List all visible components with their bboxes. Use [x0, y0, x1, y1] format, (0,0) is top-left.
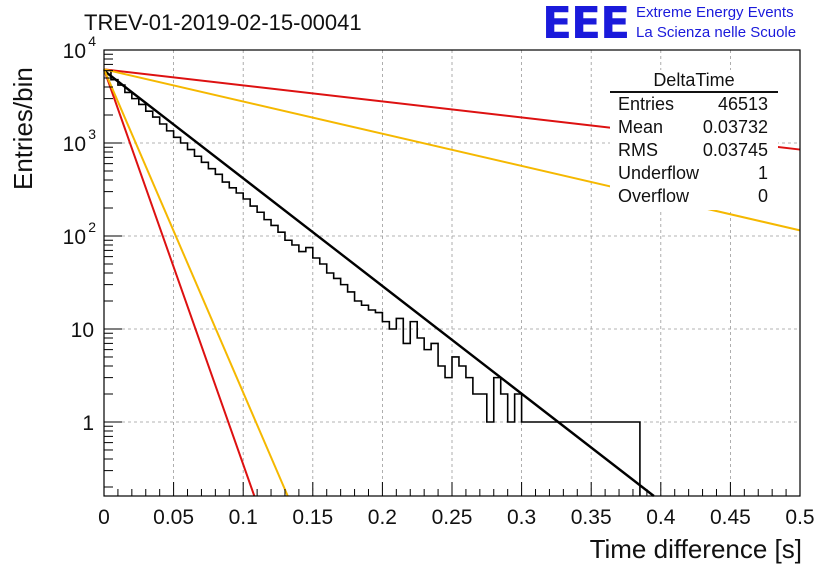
- eee-logo: EEE: [542, 0, 630, 49]
- x-tick-label: 0.35: [571, 506, 612, 529]
- logo-line-1: Extreme Energy Events: [636, 4, 794, 21]
- y-axis-label: Entries/bin: [8, 67, 38, 190]
- stats-row: Mean 0.03732: [610, 116, 778, 139]
- y-tick-label: 10: [63, 40, 86, 63]
- x-axis-label: Time difference [s]: [589, 534, 802, 564]
- histogram-layer: [103, 69, 641, 496]
- stats-value: 46513: [717, 94, 768, 114]
- axis-ticks: [103, 49, 801, 496]
- x-tick-labels: 0 0.05 0.1 0.15 0.2 0.25 0.3 0.35 0.4 0.45 0.5: [98, 506, 814, 529]
- stats-label: Entries: [618, 94, 675, 114]
- x-tick-label: 0.45: [710, 506, 751, 529]
- y-tick-label: 10: [63, 133, 86, 156]
- x-tick-label: 0.5: [785, 506, 814, 529]
- plot-title: TREV-01-2019-02-15-00041: [84, 10, 362, 35]
- x-tick-label: 0.3: [507, 506, 536, 529]
- x-tick-label: 0.1: [229, 506, 258, 529]
- x-tick-label: 0: [98, 506, 110, 529]
- y-tick-exponent: 4: [88, 33, 96, 49]
- x-tick-label: 0.15: [292, 506, 333, 529]
- fit-line: [103, 68, 289, 497]
- y-tick-label: 10: [63, 226, 86, 249]
- stats-row: Underflow 1: [610, 162, 778, 185]
- stats-value: 0: [757, 186, 768, 206]
- x-tick-label: 0.05: [153, 506, 194, 529]
- stats-row: RMS 0.03745: [610, 139, 778, 162]
- fit-line: [103, 69, 655, 497]
- fit-line: [103, 68, 256, 497]
- stats-label: Overflow: [618, 186, 690, 206]
- stats-row: Overflow 0: [610, 185, 778, 208]
- y-tick-exponent: 3: [88, 126, 96, 142]
- y-tick-exponent: 2: [88, 219, 96, 235]
- y-tick-label: 10: [71, 319, 94, 342]
- stats-label: RMS: [618, 140, 658, 160]
- stats-title: DeltaTime: [610, 70, 778, 93]
- histogram-outline: [103, 69, 641, 496]
- stats-value: 1: [757, 163, 768, 183]
- y-tick-label: 1: [82, 412, 94, 435]
- stats-row: Entries 46513: [610, 93, 778, 116]
- logo-line-2: La Scienza nelle Scuole: [636, 24, 797, 41]
- x-tick-label: 0.2: [368, 506, 397, 529]
- stats-value: 0.03732: [702, 117, 768, 137]
- x-tick-label: 0.4: [646, 506, 676, 529]
- stats-label: Mean: [618, 117, 664, 137]
- stats-box: DeltaTime Entries 46513 Mean 0.03732 RMS 0.…: [610, 70, 778, 210]
- x-tick-label: 0.25: [432, 506, 473, 529]
- stats-label: Underflow: [618, 163, 700, 183]
- stats-value: 0.03745: [702, 140, 768, 160]
